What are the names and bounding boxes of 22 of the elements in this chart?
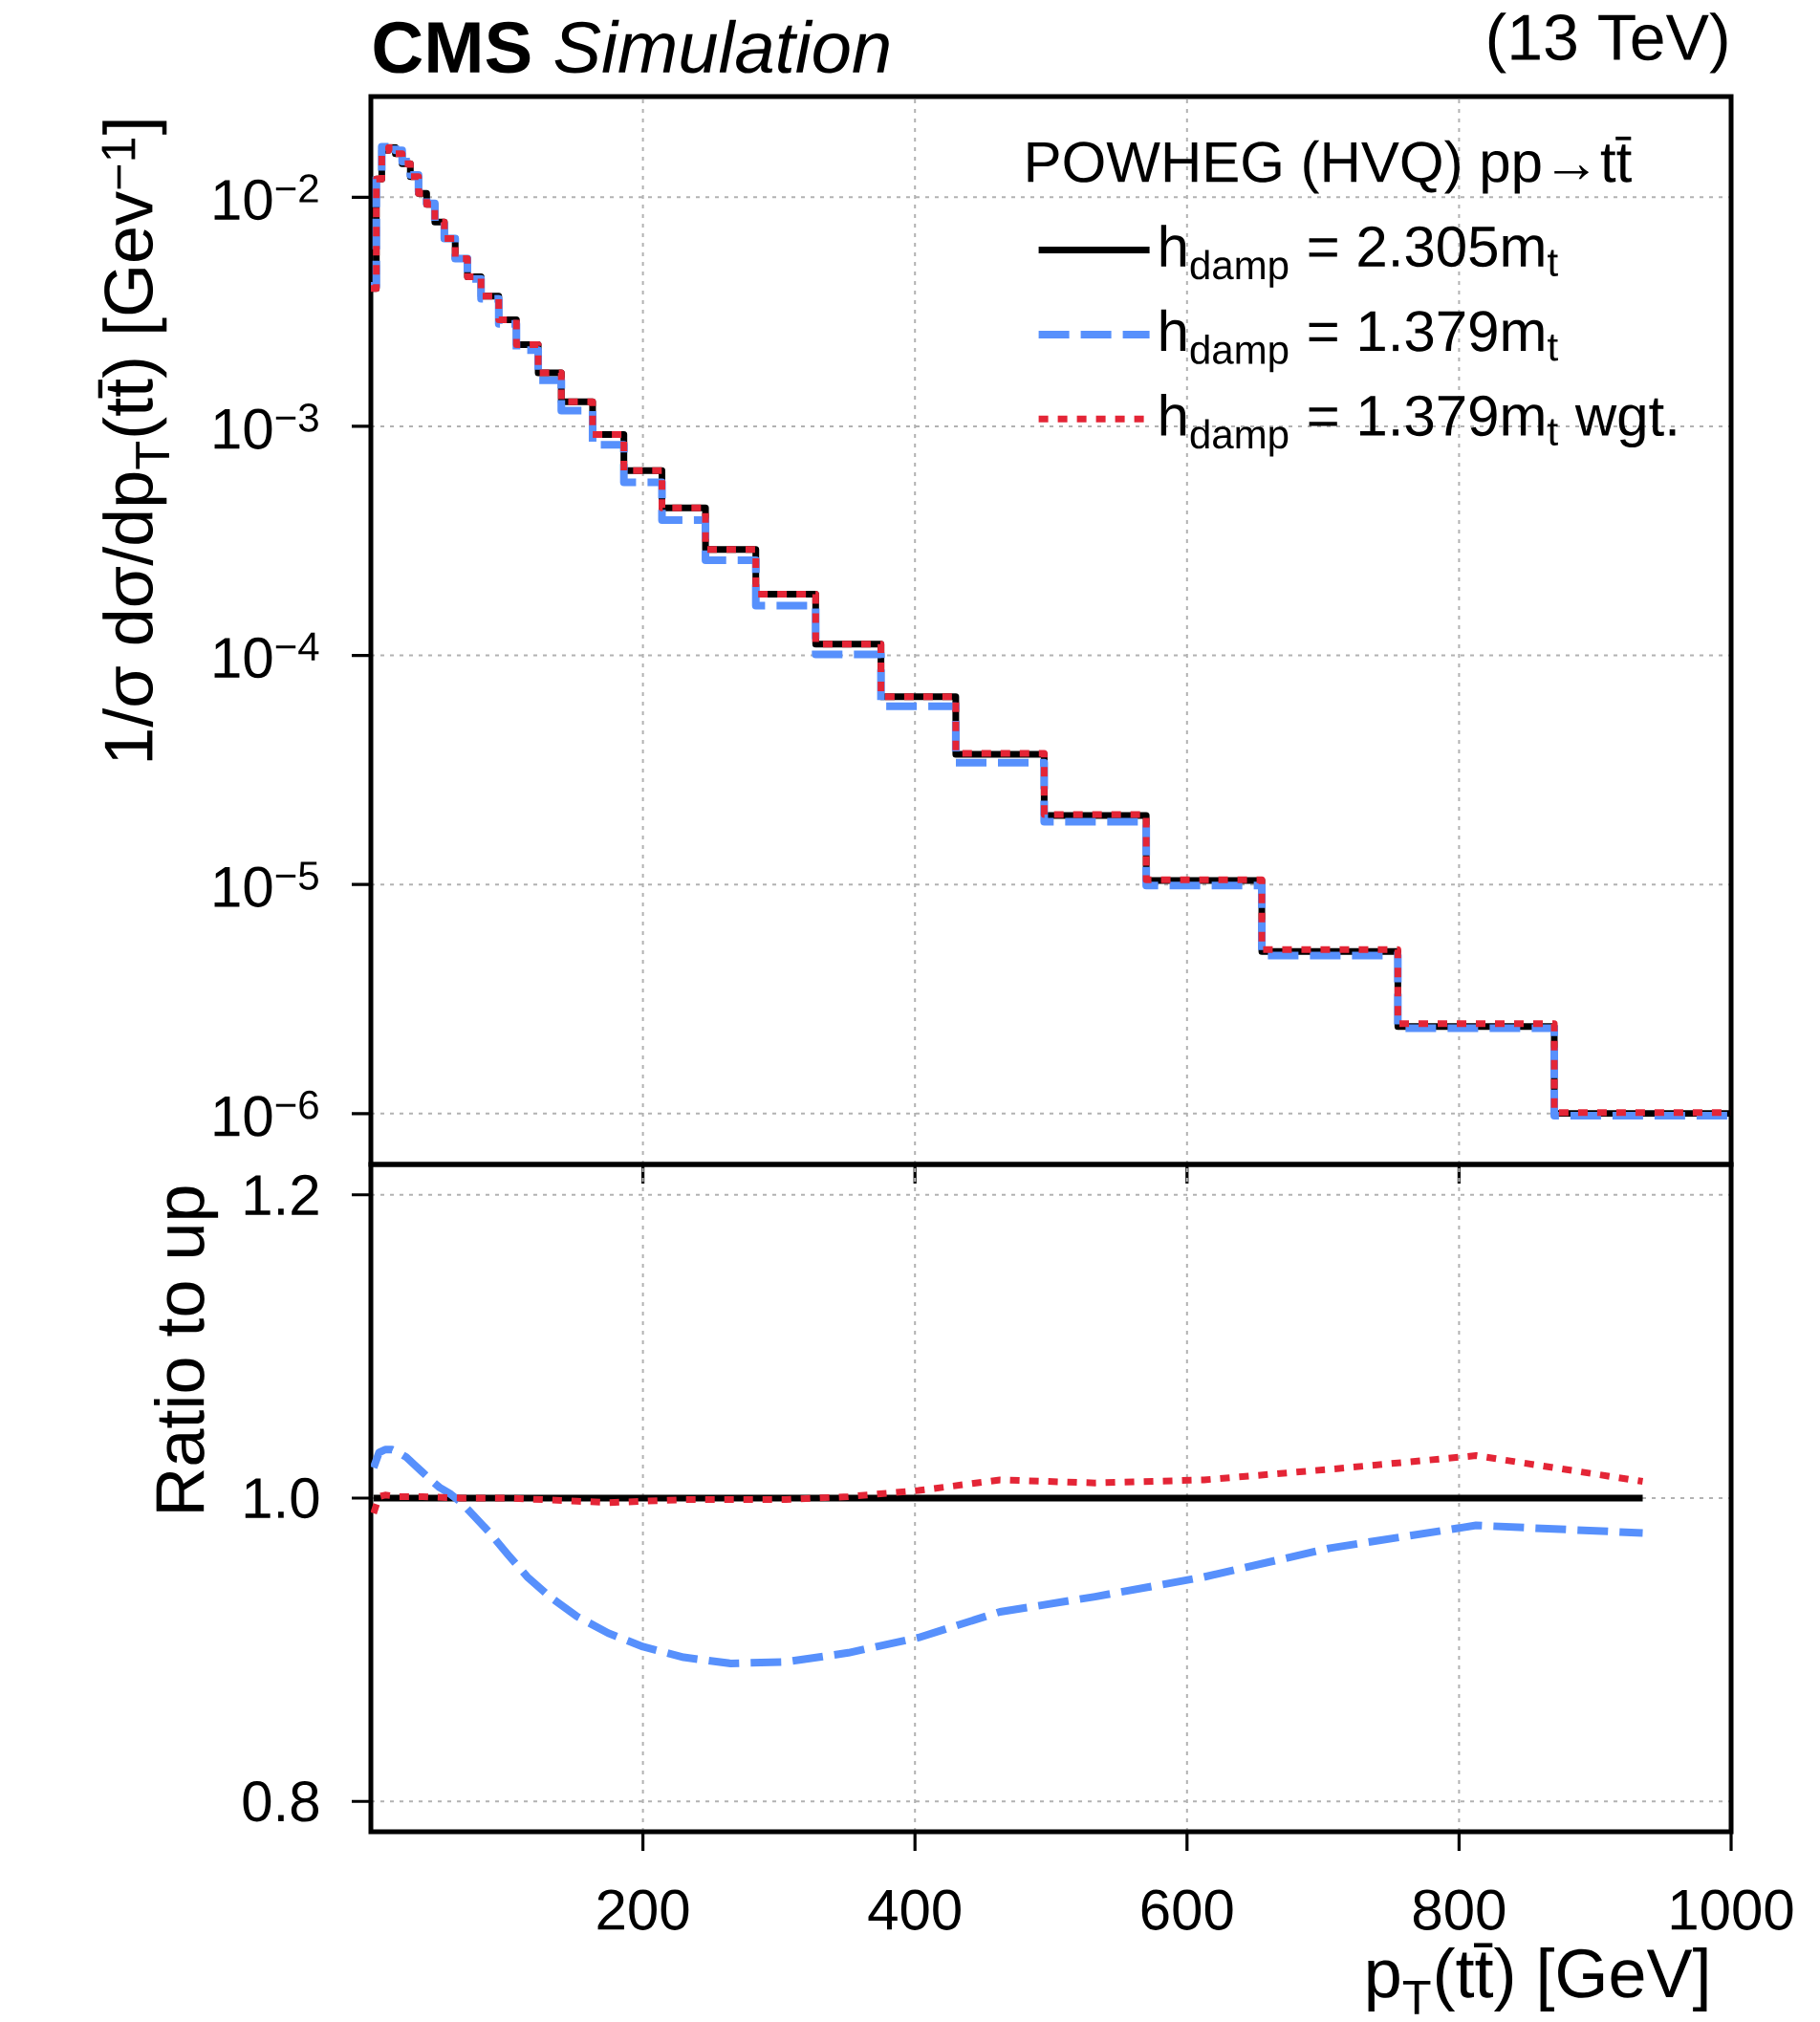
x-tick-label: 400 — [868, 1889, 961, 1930]
y-tick-label: 10$^{−5}$ — [214, 861, 318, 907]
x-tick-label: 1000 — [1671, 1889, 1793, 1930]
chart-subtitle: (13 TeV) — [1488, 12, 1727, 74]
y-axis-title: 1/σ dσ/dp$_{T}$(tt̄) [Gev$^{−1}$] — [98, 120, 169, 761]
legend-label: h$_{damp}$ = 1.379m$_{t}$ — [1160, 309, 1558, 373]
y-tick-label: 10$^{−4}$ — [214, 632, 319, 679]
y-tick-label: 1.0 — [245, 1477, 319, 1519]
x-tick-label: 600 — [1141, 1889, 1233, 1930]
y-tick-label: 0.8 — [243, 1781, 319, 1822]
y-tick-label: 10$^{−2}$ — [214, 174, 318, 221]
legend-label: h$_{damp}$ = 2.305m$_{t}$ — [1160, 225, 1558, 288]
legend-label: h$_{damp}$ = 1.379m$_{t}$ wgt. — [1160, 394, 1676, 457]
y-axis-title: Ratio to up — [154, 1186, 219, 1511]
x-tick-label: 200 — [597, 1889, 689, 1930]
y-tick-label: 10$^{−3}$ — [214, 402, 318, 449]
x-axis-title: p$_{T}$(tt̄) [GeV] — [1368, 1943, 1707, 2014]
legend-title: POWHEG (HVQ) pp→tt̄ — [1028, 136, 1632, 194]
y-tick-label: 10$^{−6}$ — [214, 1090, 318, 1137]
x-tick-label: 800 — [1413, 1889, 1506, 1930]
y-tick-label: 1.2 — [245, 1174, 318, 1215]
chart-title: CMS Simulation — [374, 19, 889, 74]
